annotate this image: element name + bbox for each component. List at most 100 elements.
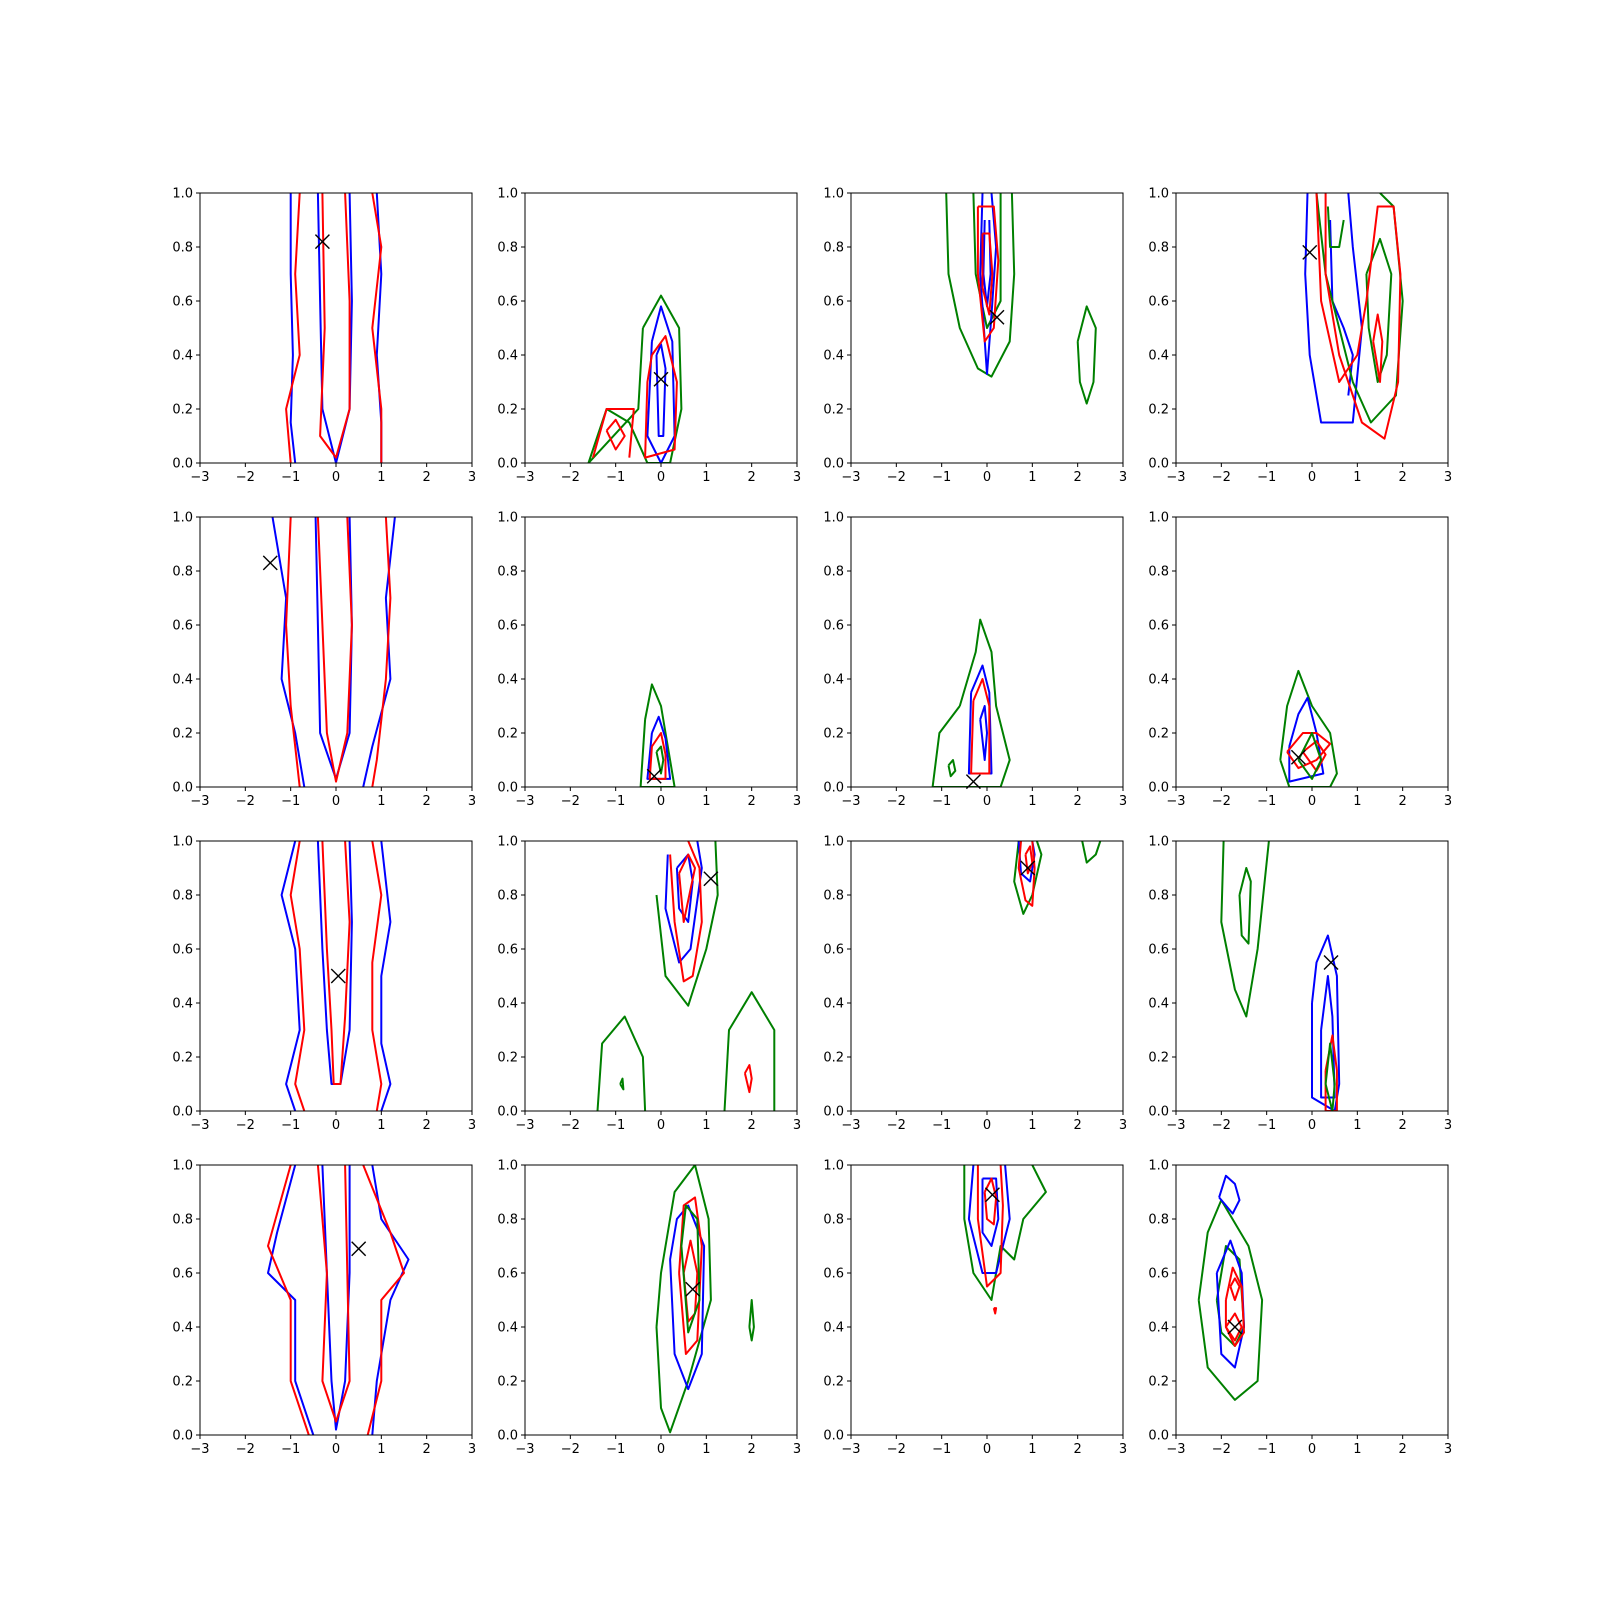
subplot-r3-c2: −3 −2 −1 0 1 2 3 0.0 0.2 0.4 0.6 0.8 1.0 [497, 835, 801, 1134]
x-tick-label: −3 [841, 1118, 860, 1133]
subplot-r1-c4: −3 −2 −1 0 1 2 3 0.0 0.2 0.4 0.6 0.8 1.0 [1148, 187, 1452, 486]
axes-frame [850, 840, 1124, 1112]
x-tick-label: 0 [1308, 1118, 1316, 1133]
contour-red-4 [1017, 841, 1036, 907]
x-tick-label: −1 [281, 794, 300, 809]
axes-frame [199, 1164, 473, 1436]
contour-group [655, 1165, 755, 1434]
x-tick-label: 3 [1444, 1118, 1452, 1133]
contour-red-5 [362, 1165, 405, 1435]
y-tick-label: 0.0 [1148, 1429, 1169, 1444]
y-tick-label: 0.0 [497, 457, 518, 472]
x-tick-label: 3 [793, 794, 801, 809]
x-tick-label: 0 [332, 1118, 340, 1133]
contour-green-3 [619, 1077, 625, 1091]
x-tick-label: −1 [1257, 1118, 1276, 1133]
y-tick-label: 1.0 [172, 511, 193, 526]
x-tick-label: 3 [468, 794, 476, 809]
x-tick-label: −2 [1212, 470, 1231, 485]
contour-blue-3 [669, 1204, 706, 1391]
contour-red-9 [743, 1064, 753, 1094]
y-tick-label: 0.4 [1148, 673, 1169, 688]
x-tick-label: 2 [1074, 1118, 1082, 1133]
x-marker [984, 1187, 1000, 1203]
x-marker [685, 1281, 701, 1297]
contour-green-1 [963, 1165, 1047, 1301]
contour-red-5 [371, 193, 383, 463]
x-tick-label: 3 [468, 1442, 476, 1457]
x-marker [653, 371, 669, 387]
x-tick-label: 1 [1028, 1442, 1036, 1457]
x-tick-label: −3 [190, 1118, 209, 1133]
x-tick-label: 2 [423, 1442, 431, 1457]
y-tick-label: 0.4 [497, 997, 518, 1012]
x-tick-label: −1 [1257, 470, 1276, 485]
contour-red-4 [1302, 740, 1327, 772]
x-tick-label: −3 [841, 470, 860, 485]
y-tick-label: 0.0 [823, 781, 844, 796]
subplot-r1-c2: −3 −2 −1 0 1 2 3 0.0 0.2 0.4 0.6 0.8 1.0 [497, 187, 801, 486]
subplot-r4-c1: −3 −2 −1 0 1 2 3 0.0 0.2 0.4 0.6 0.8 1.0 [172, 1159, 476, 1458]
x-tick-label: 3 [1444, 1442, 1452, 1457]
x-tick-label: 3 [1119, 470, 1127, 485]
y-tick-label: 1.0 [823, 511, 844, 526]
y-tick-label: 0.8 [823, 889, 844, 904]
contour-group [596, 841, 776, 1111]
subplot-r3-c1: −3 −2 −1 0 1 2 3 0.0 0.2 0.4 0.6 0.8 1.0 [172, 835, 476, 1134]
contour-blue-2 [646, 715, 672, 780]
x-marker [1227, 1319, 1243, 1335]
y-tick-label: 0.2 [497, 1375, 518, 1390]
contour-red-6 [1315, 193, 1402, 440]
contour-red-4 [267, 1165, 310, 1435]
contour-group [280, 841, 392, 1111]
contour-red-5 [605, 418, 626, 451]
x-tick-label: 1 [377, 1118, 385, 1133]
subplot-r4-c2: −3 −2 −1 0 1 2 3 0.0 0.2 0.4 0.6 0.8 1.0 [497, 1159, 801, 1458]
x-tick-label: 0 [657, 1118, 665, 1133]
y-tick-label: 1.0 [1148, 835, 1169, 850]
x-tick-label: 0 [657, 1442, 665, 1457]
x-tick-label: 3 [468, 1118, 476, 1133]
contour-blue-4 [1320, 975, 1336, 1099]
contour-group [267, 1165, 410, 1435]
y-tick-label: 0.4 [823, 1321, 844, 1336]
contour-blue-2 [380, 841, 392, 1111]
contour-red-4 [678, 1196, 703, 1355]
y-tick-label: 0.8 [172, 565, 193, 580]
y-tick-label: 0.2 [497, 403, 518, 418]
x-tick-label: 2 [748, 1442, 756, 1457]
y-tick-label: 0.0 [497, 781, 518, 796]
contour-red-6 [316, 1165, 351, 1423]
contour-group [931, 618, 1011, 787]
y-tick-label: 0.2 [823, 1051, 844, 1066]
x-tick-label: 0 [332, 470, 340, 485]
x-marker [1323, 955, 1339, 970]
contour-red-6 [319, 193, 351, 459]
axes-frame [524, 840, 798, 1112]
x-tick-label: 3 [793, 470, 801, 485]
x-marker [330, 968, 346, 984]
y-tick-label: 0.2 [823, 727, 844, 742]
subplot-r4-c4: −3 −2 −1 0 1 2 3 0.0 0.2 0.4 0.6 0.8 1.0 [1148, 1159, 1452, 1458]
x-tick-label: −3 [1166, 470, 1185, 485]
x-tick-label: 1 [702, 1118, 710, 1133]
contour-green-1 [639, 683, 676, 787]
axes-frame [850, 516, 1124, 788]
axes-frame [1175, 192, 1449, 464]
x-tick-label: 2 [1074, 1442, 1082, 1457]
x-tick-label: 0 [983, 1118, 991, 1133]
subplot-r2-c2: −3 −2 −1 0 1 2 3 0.0 0.2 0.4 0.6 0.8 1.0 [497, 511, 801, 810]
y-tick-label: 1.0 [823, 1159, 844, 1174]
x-marker [262, 555, 278, 571]
contour-red-6 [1229, 1277, 1241, 1301]
x-tick-label: −3 [515, 794, 534, 809]
contour-blue-5 [979, 705, 988, 761]
y-tick-label: 0.6 [1148, 1267, 1169, 1282]
contour-red-7 [1372, 313, 1384, 383]
contour-group [285, 193, 383, 463]
y-tick-label: 1.0 [172, 1159, 193, 1174]
x-tick-label: −3 [190, 470, 209, 485]
y-tick-label: 0.6 [172, 943, 193, 958]
y-tick-label: 0.8 [172, 889, 193, 904]
contour-blue-4 [1218, 1174, 1241, 1215]
